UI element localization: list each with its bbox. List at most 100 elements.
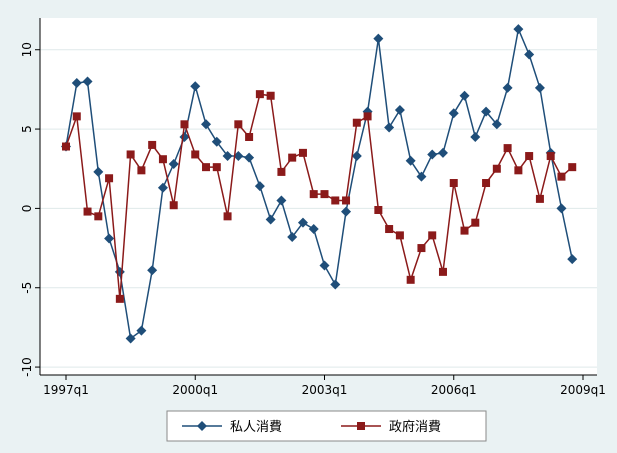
data-point bbox=[428, 231, 437, 240]
data-point bbox=[148, 140, 157, 149]
y-tick-label: -5 bbox=[20, 282, 34, 294]
data-point bbox=[417, 244, 426, 253]
data-point bbox=[568, 163, 577, 172]
data-point bbox=[212, 163, 221, 172]
data-point bbox=[180, 120, 189, 129]
data-point bbox=[448, 108, 459, 119]
data-point bbox=[534, 82, 545, 93]
y-tick-label: 10 bbox=[20, 42, 34, 57]
series-0 bbox=[61, 24, 578, 344]
y-tick-label: -10 bbox=[20, 357, 34, 377]
data-point bbox=[115, 294, 124, 303]
legend: 私人消費 政府消費 bbox=[166, 410, 487, 442]
data-point bbox=[319, 260, 330, 271]
data-point bbox=[168, 158, 179, 169]
data-point bbox=[308, 224, 319, 235]
legend-label-government: 政府消費 bbox=[389, 420, 441, 435]
data-point bbox=[266, 91, 275, 100]
data-point bbox=[201, 119, 212, 130]
x-tick-label: 2000q1 bbox=[172, 383, 218, 397]
data-point bbox=[136, 325, 147, 336]
data-point bbox=[62, 142, 70, 151]
data-point bbox=[384, 122, 395, 133]
data-point bbox=[437, 147, 448, 158]
data-point bbox=[126, 150, 135, 159]
data-point bbox=[191, 150, 200, 159]
data-point bbox=[234, 120, 243, 129]
data-point bbox=[556, 203, 567, 214]
data-point bbox=[363, 112, 372, 121]
data-point bbox=[223, 212, 232, 221]
data-point bbox=[482, 179, 491, 188]
data-point bbox=[385, 225, 394, 234]
axes: 10 5 0 -5 -10 1997q1 2000q1 2003q1 2006q1 2009q1 bbox=[20, 42, 606, 397]
data-point bbox=[265, 214, 276, 225]
data-point bbox=[244, 152, 255, 163]
data-point bbox=[255, 90, 264, 99]
data-point bbox=[405, 155, 416, 166]
data-point bbox=[309, 190, 318, 199]
data-point bbox=[105, 174, 114, 183]
data-point bbox=[245, 133, 254, 141]
data-point bbox=[567, 254, 578, 265]
data-point bbox=[492, 164, 501, 173]
data-point bbox=[137, 166, 146, 175]
data-point bbox=[546, 152, 555, 161]
data-point bbox=[125, 333, 136, 344]
y-tick-label: 0 bbox=[20, 205, 34, 213]
data-point bbox=[82, 76, 93, 87]
data-point bbox=[459, 90, 470, 101]
x-tick-label: 2009q1 bbox=[560, 383, 606, 397]
series-1 bbox=[62, 90, 577, 303]
data-point bbox=[395, 231, 404, 240]
data-point bbox=[202, 163, 211, 172]
data-point bbox=[94, 212, 103, 221]
x-tick-label: 1997q1 bbox=[43, 383, 89, 397]
y-tick-label: 5 bbox=[20, 125, 34, 133]
data-point bbox=[288, 153, 297, 162]
data-point bbox=[331, 196, 340, 205]
data-point bbox=[481, 106, 492, 117]
data-point bbox=[535, 194, 544, 203]
data-point bbox=[416, 171, 427, 182]
data-point bbox=[351, 151, 362, 162]
data-point bbox=[557, 172, 566, 181]
data-point bbox=[158, 155, 167, 164]
plot-area bbox=[40, 18, 597, 375]
data-point bbox=[276, 195, 287, 206]
legend-marker-government bbox=[357, 422, 365, 430]
data-point bbox=[470, 132, 481, 142]
data-point bbox=[449, 179, 458, 188]
data-point bbox=[298, 148, 307, 157]
data-point bbox=[320, 190, 329, 199]
data-point bbox=[502, 82, 513, 93]
data-point bbox=[438, 267, 447, 276]
data-point bbox=[277, 167, 286, 176]
data-point bbox=[374, 205, 383, 214]
legend-label-private: 私人消費 bbox=[230, 420, 282, 435]
data-point bbox=[341, 206, 352, 217]
data-point bbox=[503, 144, 512, 153]
data-point bbox=[169, 201, 178, 210]
data-point bbox=[330, 279, 341, 290]
x-tick-label: 2006q1 bbox=[431, 383, 477, 397]
data-point bbox=[491, 119, 502, 130]
data-point bbox=[211, 136, 222, 147]
data-point bbox=[71, 78, 82, 89]
data-point bbox=[427, 149, 438, 160]
data-point bbox=[83, 207, 92, 216]
data-point bbox=[254, 181, 265, 192]
data-point bbox=[190, 81, 201, 92]
legend-box bbox=[166, 410, 487, 442]
data-point bbox=[525, 152, 534, 161]
data-point bbox=[297, 217, 308, 228]
data-point bbox=[157, 182, 168, 193]
data-point bbox=[394, 105, 405, 116]
data-point bbox=[222, 151, 233, 162]
legend-marker-private bbox=[197, 421, 207, 431]
data-point bbox=[72, 112, 81, 121]
data-point bbox=[471, 218, 480, 227]
data-point bbox=[233, 151, 244, 162]
data-point bbox=[513, 24, 524, 35]
